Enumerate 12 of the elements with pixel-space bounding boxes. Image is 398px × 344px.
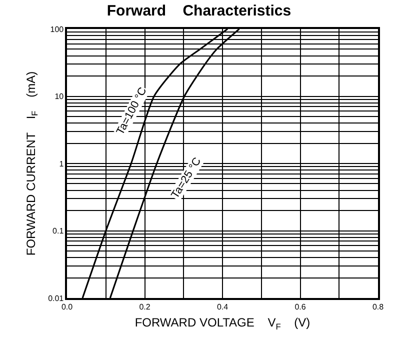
x-tick-label: 0.2	[139, 302, 151, 312]
y-tick-label: 1	[59, 159, 64, 168]
x-tick-label: 0.8	[372, 302, 384, 312]
x-tick-label: 0.4	[216, 302, 229, 312]
chart-title: Forward Characteristics	[106, 2, 292, 20]
text: FORWARD VOLTAGE V$_{F}$ (V)	[134, 316, 310, 332]
x-tick-label: 0.6	[294, 302, 306, 312]
y-tick-label: 0.1	[52, 226, 64, 236]
y-tick-label: 10	[54, 92, 64, 102]
y-tick-label: 100	[50, 24, 64, 34]
x-tick-label: 0.0	[61, 302, 74, 312]
y-tick-label: 0.01	[48, 294, 64, 303]
